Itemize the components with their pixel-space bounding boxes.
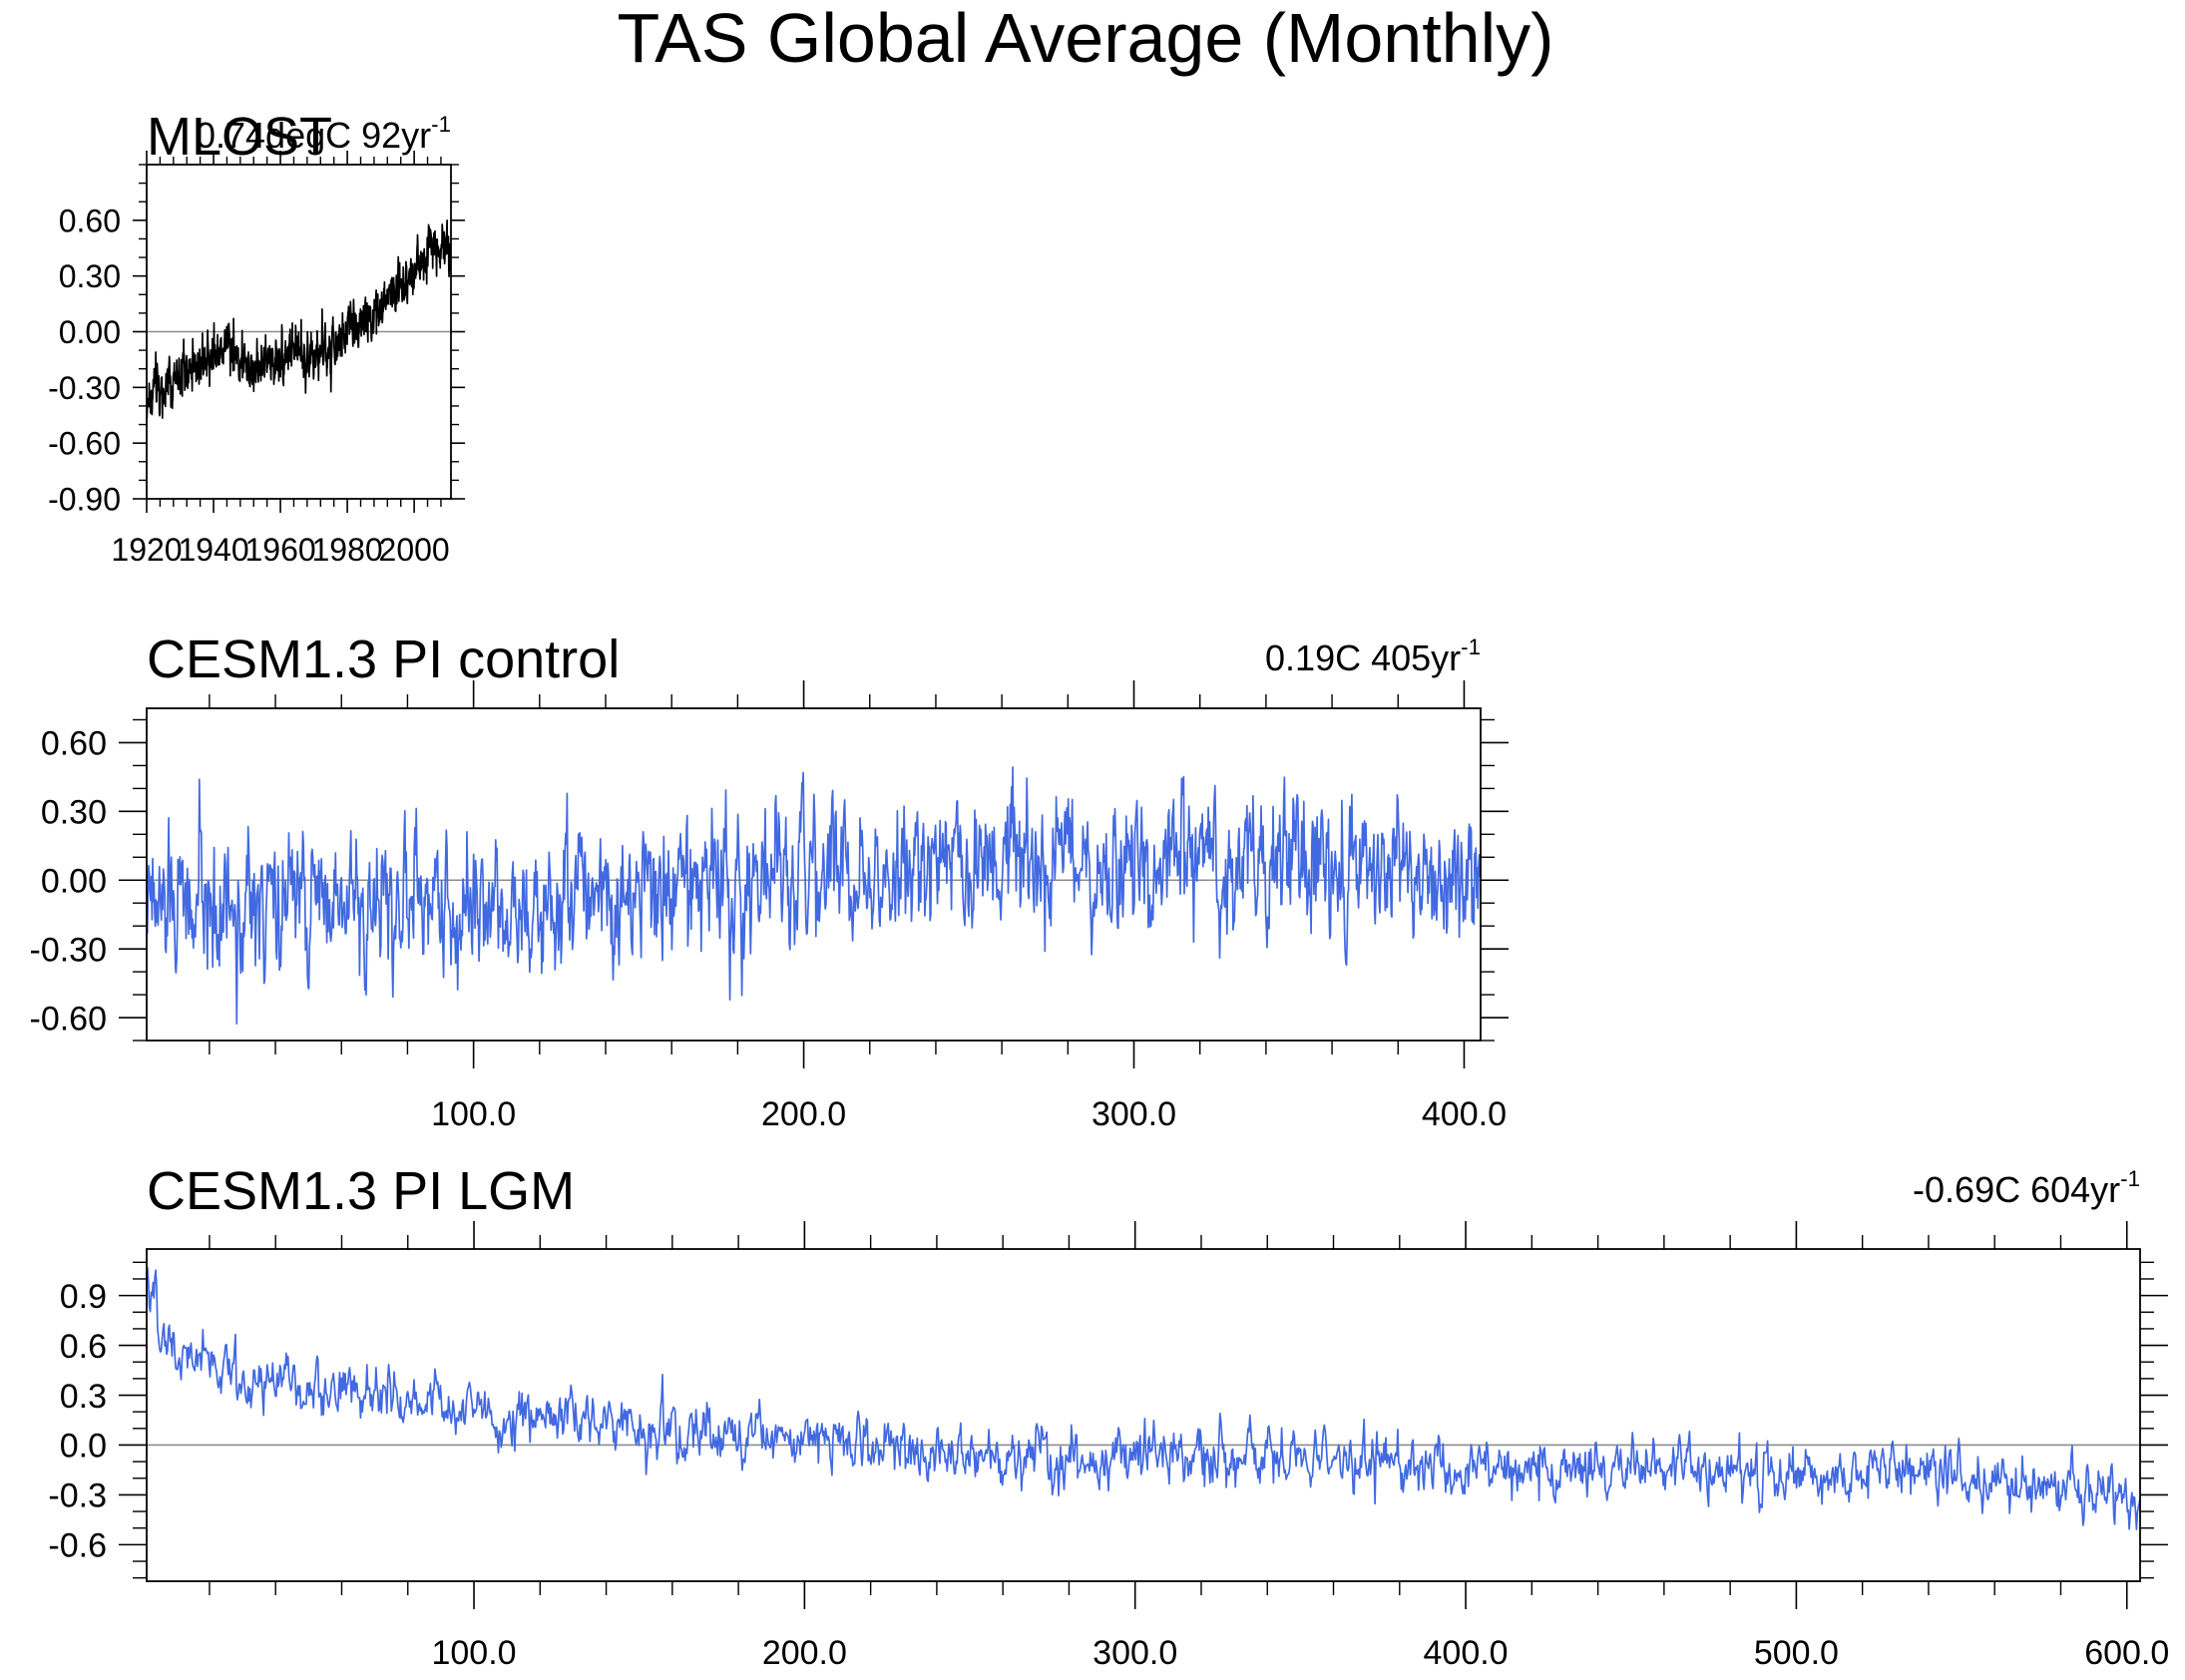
y-tick-label: 0.30 <box>41 794 107 832</box>
x-tick-label: 100.0 <box>431 1634 516 1672</box>
y-tick-label: -0.30 <box>30 931 108 969</box>
panel-title: CESM1.3 PI LGM <box>147 1161 575 1221</box>
y-tick-label: -0.3 <box>48 1477 107 1515</box>
y-tick-label: 0.30 <box>59 258 121 294</box>
trend-value: 0.19C 405yr <box>1265 637 1461 678</box>
panel-title: CESM1.3 PI control <box>147 630 620 689</box>
y-tick-label: 0.6 <box>60 1328 107 1366</box>
y-tick-label: 0.60 <box>41 725 107 763</box>
plot-frame <box>146 1248 2141 1582</box>
x-tick-label: 2000 <box>379 532 450 568</box>
x-tick-label: 400.0 <box>1422 1095 1507 1133</box>
trend-value: 0.74degC 92yr <box>196 115 431 156</box>
trend-superscript: -1 <box>431 112 451 137</box>
series-line <box>147 218 451 419</box>
trend-label: 0.19C 405yr-1 <box>1265 634 1481 678</box>
y-tick-label: 0.3 <box>60 1378 107 1416</box>
x-tick-label: 400.0 <box>1424 1634 1509 1672</box>
x-tick-label: 1980 <box>312 532 383 568</box>
trend-label: 0.74degC 92yr-1 <box>196 112 451 156</box>
panel-3: 100.0 200.0 300.0 400.0 500.0 600.0 -0.6 -0.3 0.… <box>48 1161 2169 1672</box>
figure-title: TAS Global Average (Monthly) <box>618 0 1554 77</box>
y-tick-label: -0.60 <box>30 1000 108 1038</box>
series-line <box>147 1267 2140 1530</box>
plot-frame <box>146 707 1482 1042</box>
x-tick-label: 200.0 <box>762 1634 847 1672</box>
x-tick-label: 300.0 <box>1092 1095 1176 1133</box>
x-tick-label: 500.0 <box>1754 1634 1839 1672</box>
y-tick-label: 0.00 <box>59 314 121 350</box>
x-tick-label: 1920 <box>111 532 182 568</box>
y-tick-label: 0.00 <box>41 862 107 900</box>
x-tick-label: 300.0 <box>1092 1634 1177 1672</box>
trend-superscript: -1 <box>1461 634 1481 659</box>
panel-2: 100.0 200.0 300.0 400.0 -0.60 -0.30 0.00 0.30 0.… <box>30 630 1509 1133</box>
trend-label: -0.69C 604yr-1 <box>1913 1166 2140 1210</box>
y-tick-label: -0.60 <box>48 426 121 462</box>
x-tick-label: 100.0 <box>431 1095 516 1133</box>
y-tick-label: 0.0 <box>60 1428 107 1466</box>
y-tick-label: -0.6 <box>48 1527 107 1565</box>
trend-superscript: -1 <box>2120 1166 2140 1191</box>
y-tick-label: 0.60 <box>59 203 121 238</box>
series-line <box>147 766 1481 1025</box>
y-tick-label: -0.90 <box>48 482 121 518</box>
y-tick-label: 0.9 <box>60 1278 107 1316</box>
trend-value: -0.69C 604yr <box>1913 1169 2120 1210</box>
x-tick-label: 1940 <box>178 532 248 568</box>
x-tick-label: 1960 <box>244 532 315 568</box>
x-tick-label: 600.0 <box>2084 1634 2169 1672</box>
panel-title: MLOST <box>147 107 332 167</box>
x-tick-label: 200.0 <box>761 1095 846 1133</box>
y-tick-label: -0.30 <box>48 370 121 406</box>
